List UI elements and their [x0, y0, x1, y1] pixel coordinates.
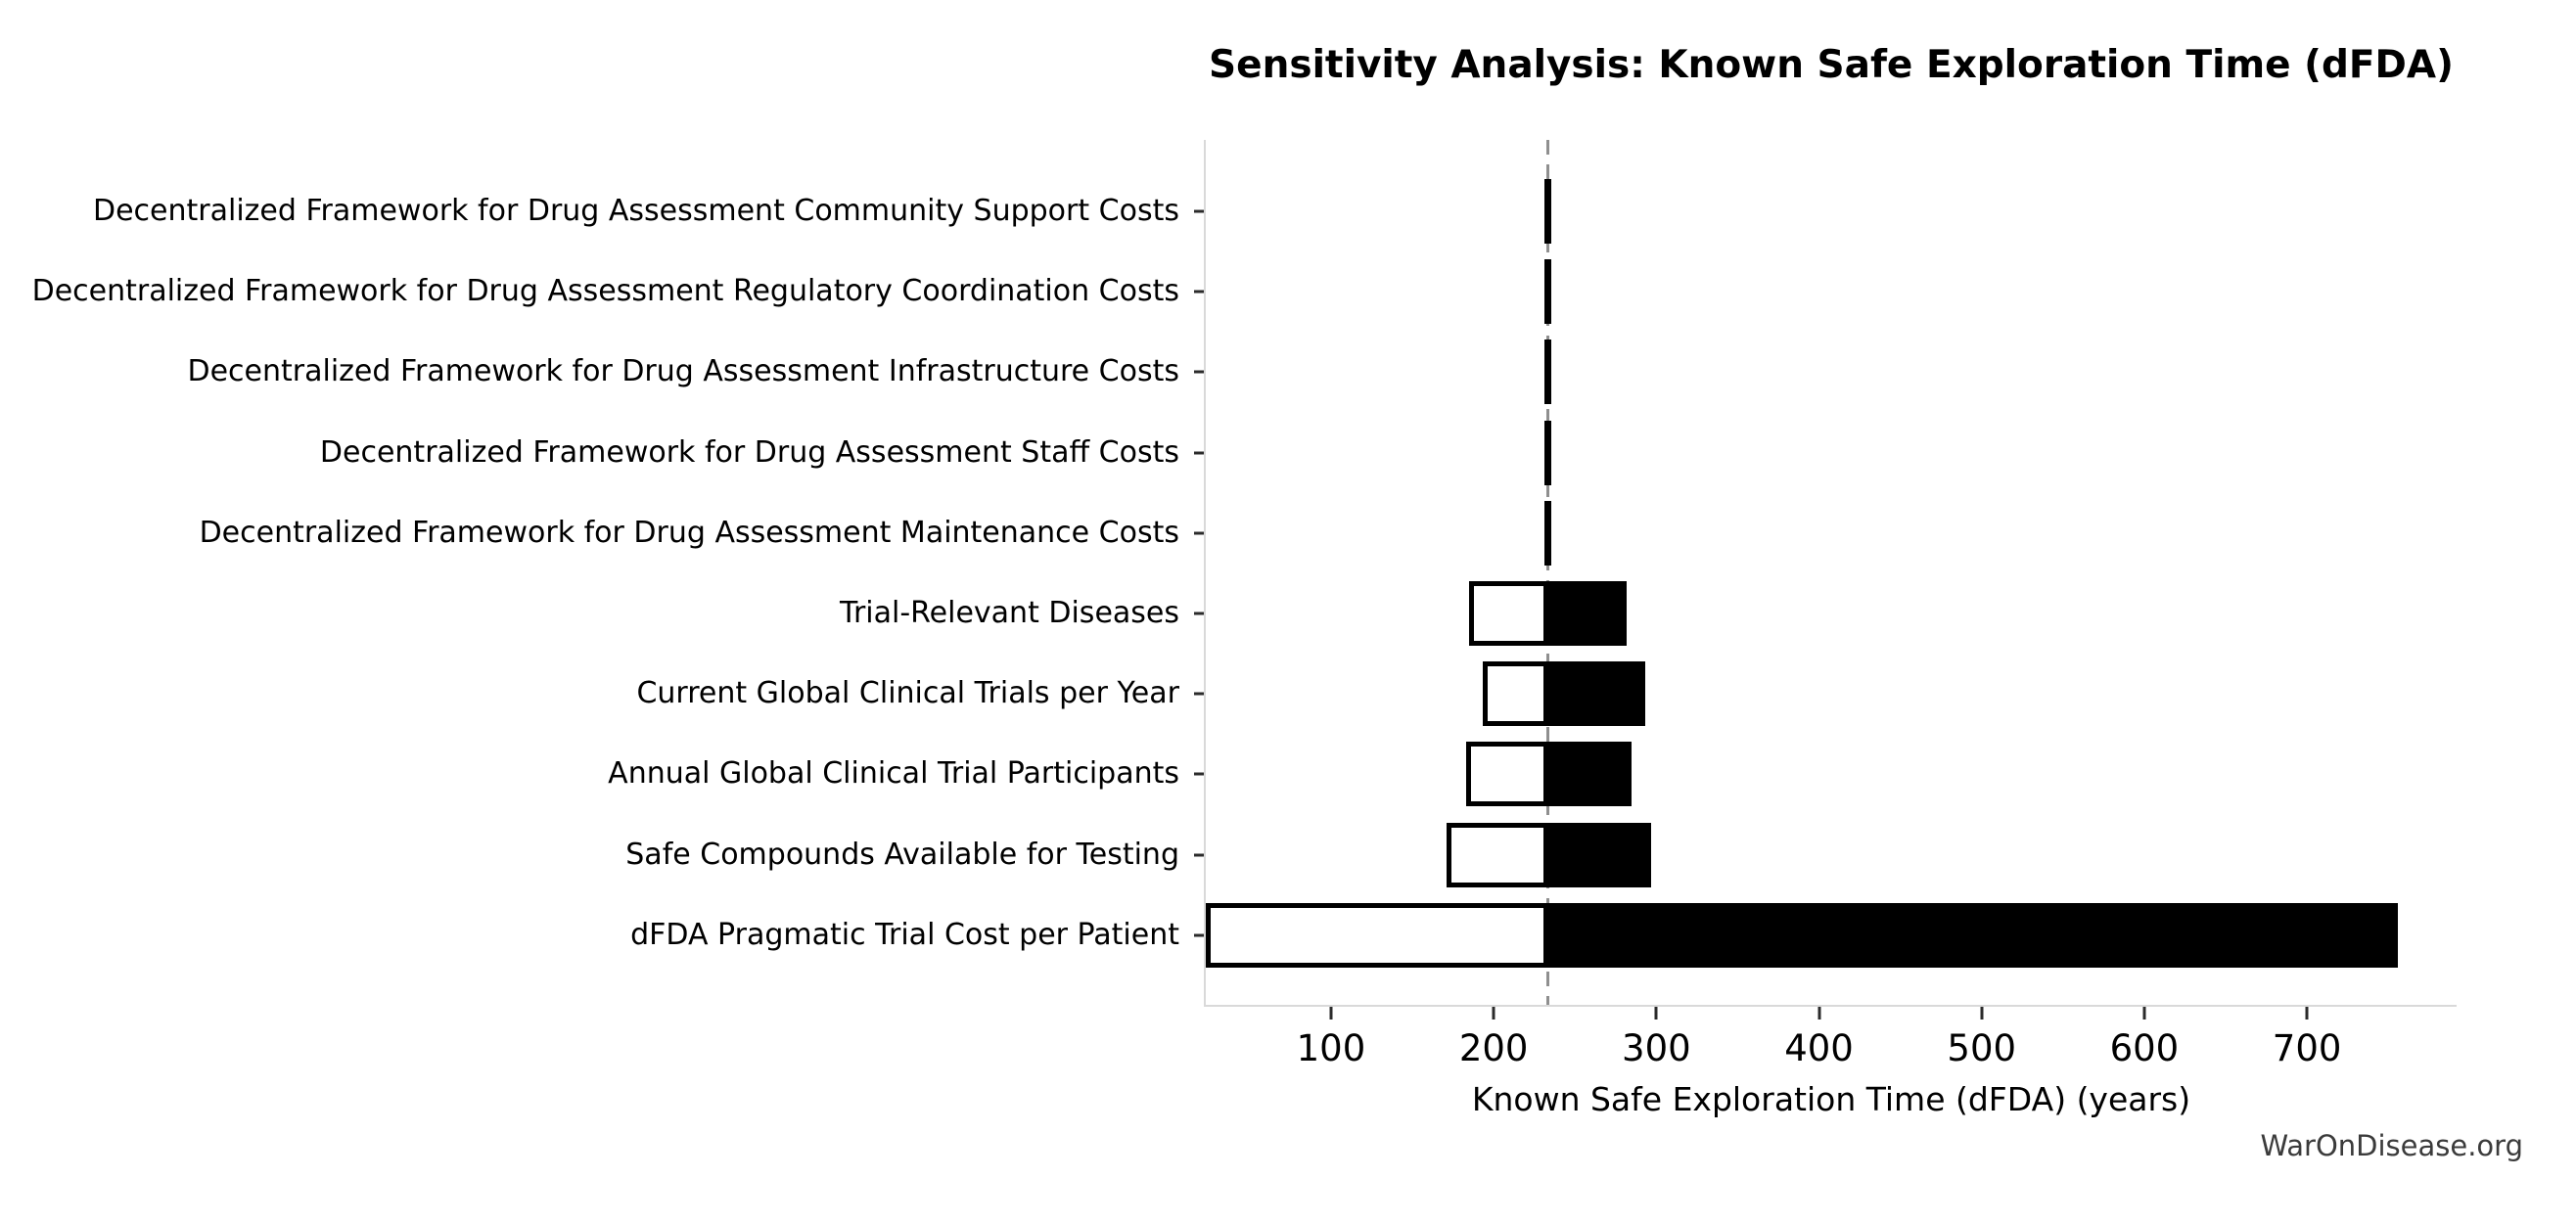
x-tick-label: 100 [1296, 1027, 1366, 1069]
bar-high-estimate [1547, 581, 1628, 646]
y-tick [1194, 290, 1204, 294]
y-axis-label: Safe Compounds Available for Testing [625, 837, 1179, 872]
y-axis-label: Trial-Relevant Diseases [840, 596, 1179, 630]
bar-high-estimate [1547, 822, 1652, 887]
y-axis-label: Decentralized Framework for Drug Assessm… [31, 274, 1179, 309]
bar-negligible [1544, 420, 1552, 485]
x-tick [2305, 1007, 2309, 1020]
bar-high-estimate [1547, 902, 2399, 968]
x-tick [1817, 1007, 1821, 1020]
x-tick [1329, 1007, 1333, 1020]
x-tick [1654, 1007, 1658, 1020]
bar-high-estimate [1547, 742, 1633, 807]
bar-negligible [1544, 179, 1552, 244]
watermark: WarOnDisease.org [2260, 1129, 2523, 1162]
y-tick [1194, 612, 1204, 615]
y-axis-label: Annual Global Clinical Trial Participant… [608, 756, 1179, 792]
y-axis-label: dFDA Pragmatic Trial Cost per Patient [630, 917, 1179, 952]
y-axis-label: Current Global Clinical Trials per Year [636, 676, 1179, 711]
plot-area [1204, 140, 2457, 1007]
bar-low-estimate [1446, 822, 1548, 887]
y-tick [1194, 370, 1204, 374]
x-tick-label: 300 [1622, 1027, 1691, 1069]
bar-negligible [1544, 340, 1552, 405]
y-tick [1194, 451, 1204, 455]
x-tick [2142, 1007, 2146, 1020]
x-tick [1980, 1007, 1984, 1020]
y-tick [1194, 853, 1204, 857]
bar-low-estimate [1206, 902, 1548, 968]
x-axis-label: Known Safe Exploration Time (dFDA) (year… [1471, 1080, 2191, 1118]
y-axis-label: Decentralized Framework for Drug Assessm… [187, 354, 1179, 389]
bar-high-estimate [1547, 661, 1645, 727]
y-tick [1194, 692, 1204, 696]
y-axis-label: Decentralized Framework for Drug Assessm… [319, 434, 1179, 470]
baseline-dashed-line [1546, 140, 1550, 1005]
y-tick [1194, 209, 1204, 213]
y-tick [1194, 531, 1204, 535]
x-tick [1492, 1007, 1495, 1020]
y-tick [1194, 772, 1204, 776]
bar-negligible [1544, 500, 1552, 566]
x-tick-label: 400 [1784, 1027, 1854, 1069]
x-tick-label: 500 [1947, 1027, 2017, 1069]
bar-negligible [1544, 259, 1552, 325]
bar-low-estimate [1465, 742, 1548, 807]
x-tick-label: 600 [2109, 1027, 2180, 1069]
y-axis-spine [1204, 140, 1206, 1007]
x-tick-label: 700 [2272, 1027, 2342, 1069]
y-axis-label: Decentralized Framework for Drug Assessm… [93, 194, 1179, 228]
y-axis-label: Decentralized Framework for Drug Assessm… [199, 515, 1179, 550]
x-axis-spine [1206, 1005, 2457, 1007]
bar-low-estimate [1469, 581, 1548, 646]
bar-low-estimate [1482, 661, 1548, 727]
x-tick-label: 200 [1458, 1027, 1529, 1069]
chart-title: Sensitivity Analysis: Known Safe Explora… [1209, 43, 2454, 87]
y-tick [1194, 933, 1204, 937]
